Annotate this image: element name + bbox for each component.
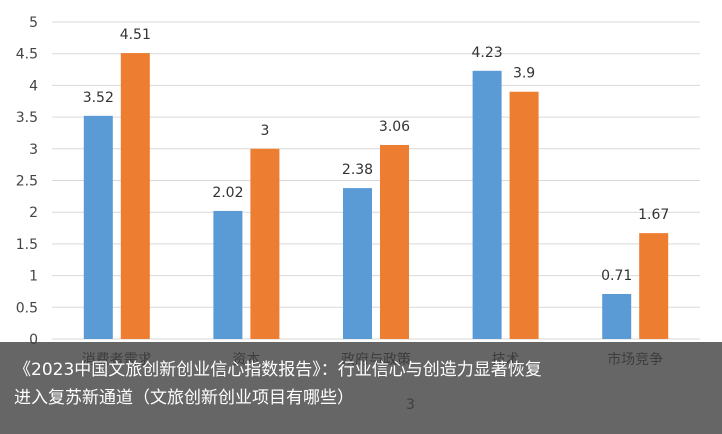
- gridlines: [52, 21, 700, 340]
- bar: [472, 70, 502, 340]
- data-label: 4.51: [120, 27, 151, 43]
- bars: [83, 53, 669, 340]
- y-tick-label: 3: [29, 142, 38, 158]
- y-axis-ticks: 0 0.5 1 1.5 2 2.5 3 3.5 4 4.5 5: [16, 15, 38, 348]
- y-tick-label: 1.5: [16, 237, 38, 253]
- data-label: 1.67: [638, 207, 669, 223]
- y-tick-label: 4.5: [16, 47, 38, 63]
- y-tick-label: 1: [29, 269, 38, 285]
- y-tick-label: 4: [29, 78, 38, 94]
- bar: [639, 233, 669, 339]
- bar: [213, 210, 243, 339]
- data-label: 2.02: [212, 185, 243, 201]
- bar: [602, 293, 632, 339]
- y-tick-label: 2.5: [16, 174, 38, 190]
- data-labels: 3.52 4.51 2.02 3 2.38 3.06 4.23 3.9 0.71 1.67: [83, 27, 670, 284]
- caption-line-1: 《2023中国文旅创新创业信心指数报告》：行业信心与创造力显著恢复: [14, 360, 542, 380]
- data-label: 3: [260, 123, 269, 139]
- data-label: 3.52: [83, 90, 114, 106]
- caption-line-2: 进入复苏新通道（文旅创新创业项目有哪些）: [14, 388, 354, 408]
- bar: [120, 53, 150, 339]
- y-tick-label: 3.5: [16, 110, 38, 126]
- y-tick-label: 2: [29, 205, 38, 221]
- data-label: 3.9: [513, 66, 535, 82]
- data-label: 4.23: [472, 45, 503, 61]
- y-tick-label: 5: [29, 15, 38, 31]
- bar: [509, 91, 539, 340]
- caption-overlay: 《2023中国文旅创新创业信心指数报告》：行业信心与创造力显著恢复 进入复苏新通…: [0, 342, 722, 434]
- bar: [380, 144, 409, 339]
- y-tick-label: 0: [29, 332, 38, 348]
- bar: [250, 148, 280, 339]
- data-label: 2.38: [342, 162, 373, 178]
- data-label: 3.06: [379, 119, 410, 135]
- data-label: 0.71: [601, 268, 632, 284]
- y-tick-label: 0.5: [16, 300, 38, 316]
- bar: [343, 188, 372, 339]
- bar: [83, 115, 113, 339]
